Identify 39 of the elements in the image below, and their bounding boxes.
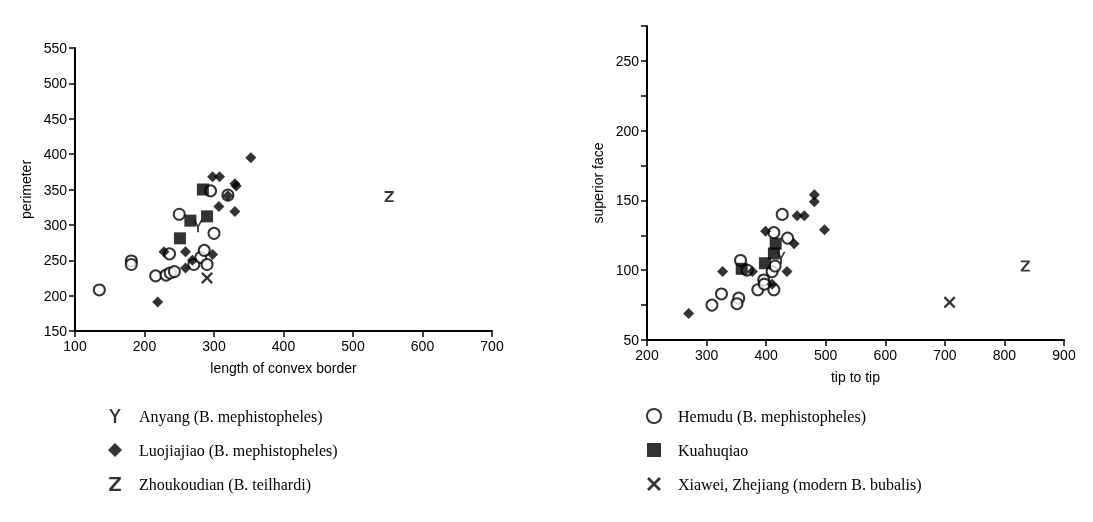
y-tick-label: 150 xyxy=(43,323,68,339)
y-tick-label: 500 xyxy=(43,75,68,92)
y-tick-label: 200 xyxy=(43,287,68,304)
x-tick-label: 500 xyxy=(341,338,365,354)
x-tick-label: 200 xyxy=(132,338,157,354)
x-tick-label: 400 xyxy=(754,347,779,363)
x-tick-label: 700 xyxy=(480,338,504,354)
x-axis-title: length of convex border xyxy=(210,360,357,376)
y-tick-label: 250 xyxy=(615,52,640,69)
x-tick-label: 600 xyxy=(873,347,898,363)
x-tick-label: 900 xyxy=(1052,347,1076,363)
x-tick-label: 100 xyxy=(63,338,87,354)
x-tick-label: 600 xyxy=(410,338,435,354)
legend-label: Kuahuqiao xyxy=(678,441,749,460)
y-tick-label: 400 xyxy=(43,146,68,163)
legend-label: Xiawei, Zhejiang (modern B. bubalis) xyxy=(678,475,922,494)
y-tick-label: 300 xyxy=(43,216,68,233)
x-tick-label: 200 xyxy=(635,347,659,363)
legend-label: Anyang (B. mephistopheles) xyxy=(139,407,323,426)
x-tick-label: 800 xyxy=(992,347,1017,363)
y-tick-label: 50 xyxy=(623,332,640,348)
y-tick-label: 200 xyxy=(615,122,640,139)
y-tick-label: 550 xyxy=(43,40,68,56)
legend-label: Zhoukoudian (B. teilhardi) xyxy=(139,475,311,494)
x-axis-title: tip to tip xyxy=(830,369,881,385)
y-tick-label: 350 xyxy=(43,181,68,198)
x-tick-label: 300 xyxy=(202,338,226,354)
legend-label: Hemudu (B. mephistopheles) xyxy=(678,407,866,426)
legend-label: Luojiajiao (B. mephistopheles) xyxy=(139,441,338,460)
y-axis-title: perimeter xyxy=(17,159,34,220)
y-tick-label: 150 xyxy=(615,192,640,209)
y-tick-label: 250 xyxy=(43,252,68,269)
y-tick-label: 100 xyxy=(615,262,640,279)
y-tick-label: 450 xyxy=(43,110,68,127)
y-axis-title: superior face xyxy=(589,142,606,224)
x-tick-label: 500 xyxy=(814,347,838,363)
x-tick-label: 700 xyxy=(933,347,957,363)
x-tick-label: 400 xyxy=(271,338,296,354)
x-tick-label: 300 xyxy=(694,347,719,363)
